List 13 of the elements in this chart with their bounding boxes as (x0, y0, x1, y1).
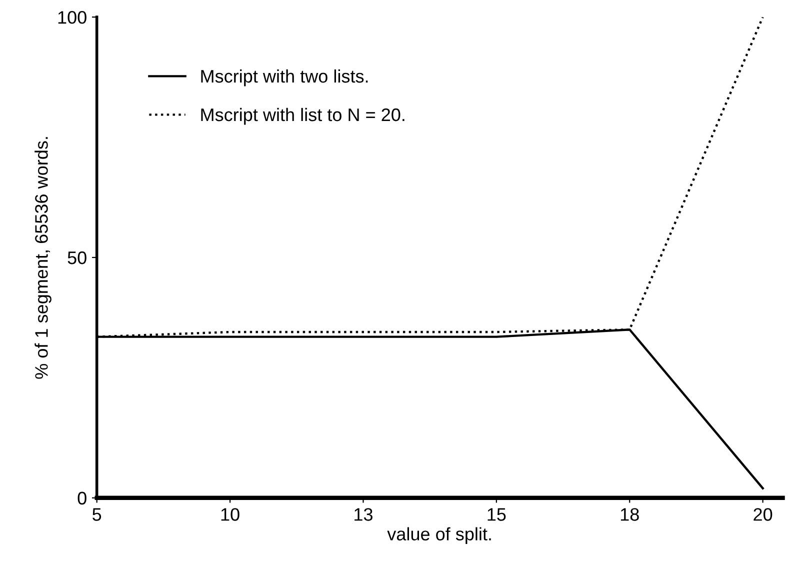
x-tick-label: 13 (354, 508, 372, 521)
legend-label: Mscript with list to N = 20. (201, 108, 404, 125)
x-tick-label: 15 (488, 508, 506, 521)
y-axis-title: % of 1 segment, 65536 words. (34, 137, 52, 379)
x-tick-label: 18 (620, 508, 639, 521)
legend-label: Mscript with two lists. (201, 69, 368, 86)
x-tick-label: 5 (92, 508, 102, 521)
y-tick-label: 0 (78, 492, 86, 505)
y-tick-label: 50 (68, 251, 86, 264)
y-tick-label: 100 (58, 11, 86, 24)
x-tick-label: 10 (221, 508, 240, 521)
x-tick-label: 20 (754, 508, 772, 521)
x-axis-title: value of split. (387, 527, 491, 544)
